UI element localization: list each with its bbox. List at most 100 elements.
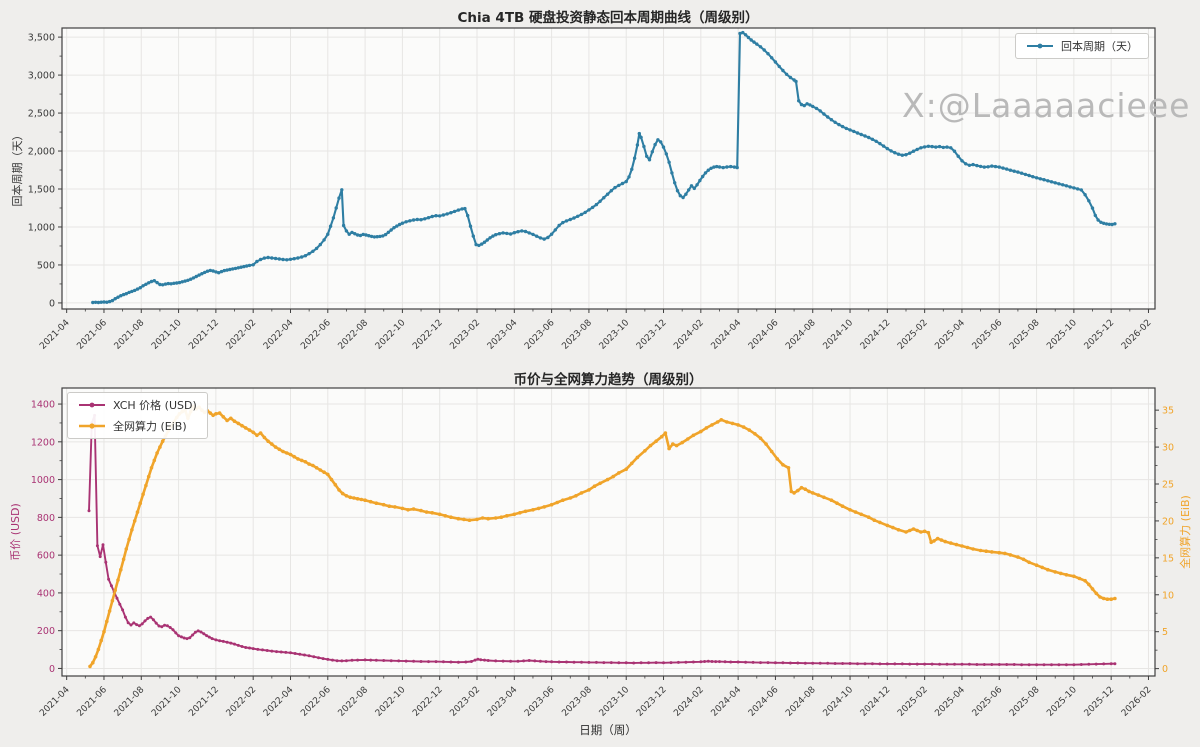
data-point: [355, 497, 360, 501]
data-point: [466, 213, 470, 218]
y-tick-label: 200: [37, 626, 55, 637]
data-point: [160, 439, 165, 444]
data-point: [126, 621, 130, 625]
data-point: [516, 230, 520, 234]
data-point: [95, 544, 99, 548]
x-tick-label: 2021-12: [187, 685, 221, 719]
data-point: [1083, 193, 1087, 197]
data-point: [132, 519, 137, 523]
data-point: [509, 659, 513, 663]
data-point: [1003, 551, 1007, 556]
data-point: [904, 530, 908, 534]
x-tick-label: 2022-12: [411, 685, 445, 719]
data-point: [557, 223, 561, 228]
data-point: [369, 658, 373, 662]
payback-markers: [91, 30, 1117, 305]
data-point: [956, 154, 960, 158]
data-point: [334, 206, 338, 210]
data-point: [288, 452, 293, 457]
data-point: [538, 659, 542, 663]
data-point: [236, 643, 240, 647]
data-point: [124, 292, 128, 296]
y-tick-label: 0: [49, 664, 55, 675]
data-point: [602, 661, 606, 665]
data-point: [1057, 663, 1061, 667]
y-tick-label: 600: [37, 551, 55, 562]
data-point: [251, 263, 255, 267]
data-point: [637, 131, 641, 136]
data-point: [207, 635, 211, 639]
data-point: [546, 235, 550, 240]
data-point: [98, 555, 102, 559]
data-point: [233, 642, 236, 646]
data-point: [161, 283, 165, 287]
data-point: [1008, 168, 1013, 172]
data-point: [703, 660, 707, 663]
data-point: [911, 527, 916, 531]
data-point: [468, 224, 473, 228]
data-point: [483, 658, 486, 662]
data-point: [1027, 173, 1031, 178]
data-point: [794, 79, 798, 84]
data-point: [182, 636, 186, 640]
data-point: [211, 413, 215, 418]
data-point: [929, 540, 933, 545]
data-point: [853, 510, 858, 514]
data-point: [1059, 571, 1063, 576]
data-point: [822, 495, 826, 500]
data-point: [803, 661, 807, 665]
data-point: [587, 660, 591, 664]
data-point: [419, 660, 423, 663]
data-point: [630, 167, 634, 171]
data-point: [199, 630, 203, 634]
data-point: [221, 415, 226, 419]
data-point: [375, 235, 379, 239]
data-point: [829, 118, 834, 122]
data-point: [109, 584, 113, 588]
data-point: [1096, 218, 1100, 222]
data-point: [299, 458, 304, 463]
data-point: [208, 268, 212, 273]
data-point: [587, 208, 591, 212]
data-point: [1087, 199, 1091, 203]
data-point: [494, 233, 498, 237]
data-point: [363, 498, 367, 503]
data-point: [840, 504, 845, 509]
netspace-ylabel-right: 全网算力 (EiB): [1179, 495, 1192, 569]
data-point: [355, 233, 360, 237]
data-point: [844, 126, 848, 131]
data-point: [116, 295, 120, 299]
data-point: [1031, 175, 1035, 179]
data-point: [565, 660, 568, 664]
data-point: [331, 658, 334, 662]
data-point: [630, 461, 634, 466]
data-point: [281, 449, 285, 454]
data-point: [261, 648, 264, 652]
data-point: [520, 229, 524, 233]
data-point: [816, 493, 821, 497]
data-point: [228, 267, 232, 272]
x-tick-label: 2024-10: [821, 685, 855, 719]
data-point: [456, 208, 461, 212]
data-point: [703, 171, 708, 175]
y-tick-label: 3,500: [28, 33, 55, 44]
data-point: [415, 217, 419, 222]
data-point: [135, 287, 140, 291]
data-point: [258, 431, 263, 435]
data-point: [624, 661, 628, 665]
data-point: [1090, 587, 1095, 591]
data-point: [796, 488, 800, 493]
y-tick-label: 1400: [31, 400, 55, 411]
data-point: [185, 637, 189, 641]
data-point: [317, 656, 320, 660]
data-point: [214, 412, 218, 416]
data-point: [598, 199, 602, 203]
data-point: [617, 183, 621, 188]
data-point: [482, 240, 487, 244]
data-point: [171, 628, 175, 632]
data-point: [102, 629, 106, 634]
data-point: [1046, 179, 1050, 183]
data-point: [158, 282, 162, 287]
data-point: [141, 492, 145, 497]
data-point: [293, 652, 297, 655]
